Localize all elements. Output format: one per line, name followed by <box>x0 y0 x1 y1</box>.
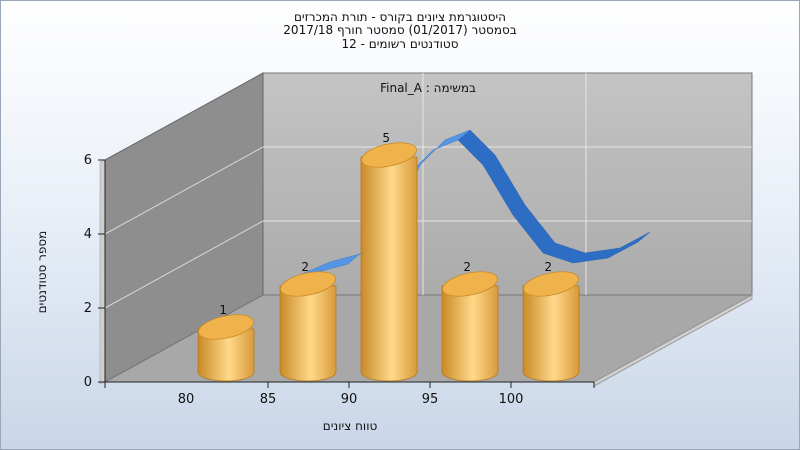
chart-title-line-1: היסטוגרמת ציונים בקורס - תורת המכרזים <box>293 10 507 24</box>
y-tick-label: 6 <box>84 153 92 168</box>
gridline-side <box>104 146 264 235</box>
bar: 2 <box>279 260 337 382</box>
y-axis-label: מספר סטודנטים <box>35 231 49 314</box>
bar: 1 <box>197 303 255 382</box>
bar-top <box>442 271 498 297</box>
bar-body <box>360 156 418 382</box>
bar-top <box>198 314 254 340</box>
bar-top <box>523 271 579 297</box>
gridline-side <box>104 220 264 309</box>
x-tick-label: 80 <box>178 392 195 407</box>
bar-body <box>279 285 337 382</box>
side-wall-edge <box>99 159 106 385</box>
x-tick-label: 90 <box>341 392 358 407</box>
chart-title-line-2: בסמסטר (01/2017) סמסטר חורף 2017/18 <box>283 23 517 37</box>
y-tick-label: 4 <box>84 227 92 242</box>
bar-value-label: 2 <box>301 260 309 274</box>
y-tick-label: 2 <box>84 301 92 316</box>
bar-value-label: 1 <box>219 303 227 317</box>
bar-value-label: 2 <box>544 260 552 274</box>
bar: 2 <box>522 260 580 382</box>
x-tick-label: 85 <box>260 392 277 407</box>
chart-title-line-3: סטודנטים רשומים - 12 <box>341 37 459 51</box>
x-tick-label: 95 <box>422 392 439 407</box>
bar-value-label: 5 <box>382 131 390 145</box>
chart-annotation: במשימה : Final_A <box>380 81 476 95</box>
bar-body <box>441 285 499 382</box>
x-tick-label: 100 <box>499 392 524 407</box>
x-axis-label: טווח ציונים <box>323 419 378 433</box>
bar-value-label: 2 <box>463 260 471 274</box>
bar: 2 <box>441 260 499 382</box>
bar: 5 <box>360 131 418 382</box>
bar-top <box>280 271 336 297</box>
y-tick-label: 0 <box>84 375 92 390</box>
bar-body <box>522 285 580 382</box>
bar-body <box>197 328 255 382</box>
bar-top <box>361 142 417 168</box>
